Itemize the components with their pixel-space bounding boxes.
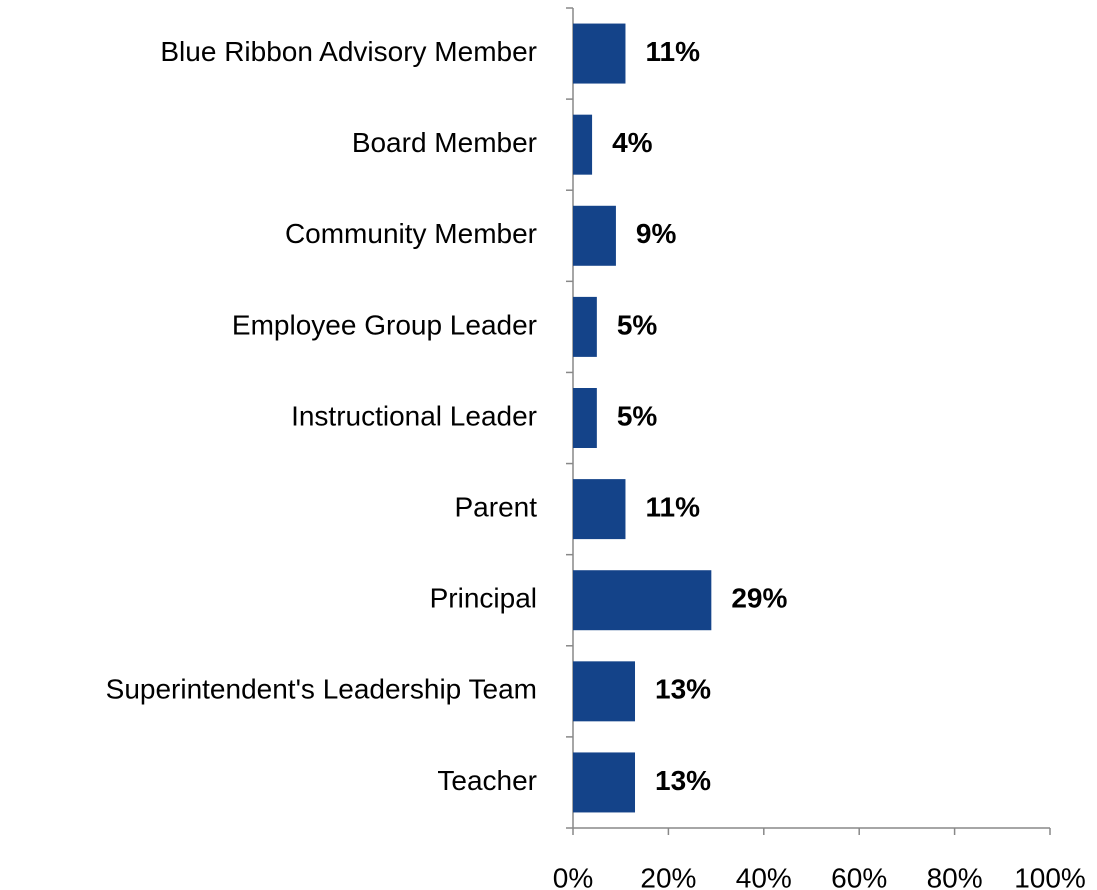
bar <box>573 388 597 448</box>
x-tick-label: 100% <box>1014 862 1086 890</box>
bar <box>573 114 593 175</box>
y-tick-label: Parent <box>455 492 538 523</box>
bar <box>573 661 636 722</box>
y-tick-label: Instructional Leader <box>291 400 537 431</box>
bar <box>573 23 626 84</box>
value-label: 29% <box>731 583 787 614</box>
x-tick-label: 0% <box>553 862 593 890</box>
value-label: 5% <box>617 400 658 431</box>
bar <box>573 479 626 540</box>
y-tick-label: Blue Ribbon Advisory Member <box>160 36 537 67</box>
y-tick-label: Superintendent's Leadership Team <box>106 674 537 705</box>
bar <box>573 205 616 266</box>
y-tick-label: Principal <box>430 583 537 614</box>
value-label: 9% <box>636 218 677 249</box>
y-tick-label: Teacher <box>437 765 537 796</box>
value-label: 4% <box>612 127 653 158</box>
bar <box>573 752 636 813</box>
y-tick-label: Board Member <box>352 127 537 158</box>
bar <box>573 570 712 631</box>
value-label: 13% <box>655 674 711 705</box>
value-label: 5% <box>617 309 658 340</box>
y-tick-label: Community Member <box>285 218 537 249</box>
value-label: 13% <box>655 765 711 796</box>
x-tick-label: 40% <box>736 862 792 890</box>
bar <box>573 296 597 357</box>
y-tick-label: Employee Group Leader <box>232 309 537 340</box>
x-tick-label: 60% <box>831 862 887 890</box>
value-label: 11% <box>645 36 700 67</box>
value-label: 11% <box>645 492 700 523</box>
x-tick-label: 80% <box>927 862 983 890</box>
x-tick-label: 20% <box>640 862 696 890</box>
